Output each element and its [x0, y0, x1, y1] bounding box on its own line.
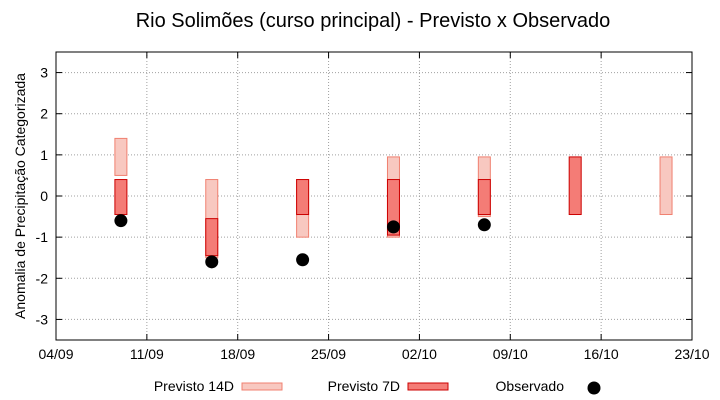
legend-previsto-14d-label: Previsto 14D [154, 378, 234, 394]
axis-layer: 3 2 1 0 -1 -2 -3 04/09 11/09 18/09 25/09 02/10 09/10… [36, 52, 710, 362]
observado-point [296, 253, 310, 267]
legend-previsto-14d-swatch [241, 382, 283, 391]
bar-previsto-14d [659, 156, 673, 216]
y-tick-label: 3 [40, 65, 48, 81]
y-tick-label: -3 [36, 311, 49, 327]
bar-previsto-14d [114, 137, 128, 176]
observado-point [477, 218, 491, 232]
series-previsto-7d [114, 156, 582, 257]
y-axis-label: Anomalia de Precipitação Categorizada [12, 73, 28, 319]
bar-previsto-7d [114, 179, 128, 216]
x-tick-label: 18/09 [220, 346, 255, 362]
bar-previsto-7d [568, 156, 582, 216]
bar-previsto-7d [296, 179, 310, 216]
bar-previsto-7d [205, 218, 219, 257]
x-tick-label: 02/10 [402, 346, 437, 362]
observado-point [114, 214, 128, 228]
grid-layer [56, 52, 692, 340]
x-tick-label: 23/10 [674, 346, 709, 362]
legend-previsto-7d-swatch [407, 382, 449, 391]
x-tick-label: 04/09 [38, 346, 73, 362]
y-tick-label: 0 [40, 188, 48, 204]
bar-previsto-7d [477, 179, 491, 216]
x-tick-label: 16/10 [584, 346, 619, 362]
legend-previsto-7d-label: Previsto 7D [328, 378, 400, 394]
y-tick-label: -2 [36, 270, 49, 286]
y-tick-label: -1 [36, 229, 49, 245]
plot-frame [55, 51, 693, 341]
y-tick-label: 2 [40, 106, 48, 122]
x-tick-label: 25/09 [311, 346, 346, 362]
x-tick-label: 11/09 [130, 346, 164, 362]
legend: Previsto 14D Previsto 7D Observado [154, 378, 601, 395]
legend-observado-label: Observado [496, 378, 565, 394]
observado-point [205, 255, 219, 269]
chart-title: Rio Solimões (curso principal) - Previst… [136, 10, 611, 32]
y-tick-label: 1 [40, 147, 48, 163]
observado-point [386, 220, 400, 234]
x-tick-label: 09/10 [493, 346, 528, 362]
series-observado [114, 214, 491, 269]
legend-observado-swatch [587, 381, 601, 395]
